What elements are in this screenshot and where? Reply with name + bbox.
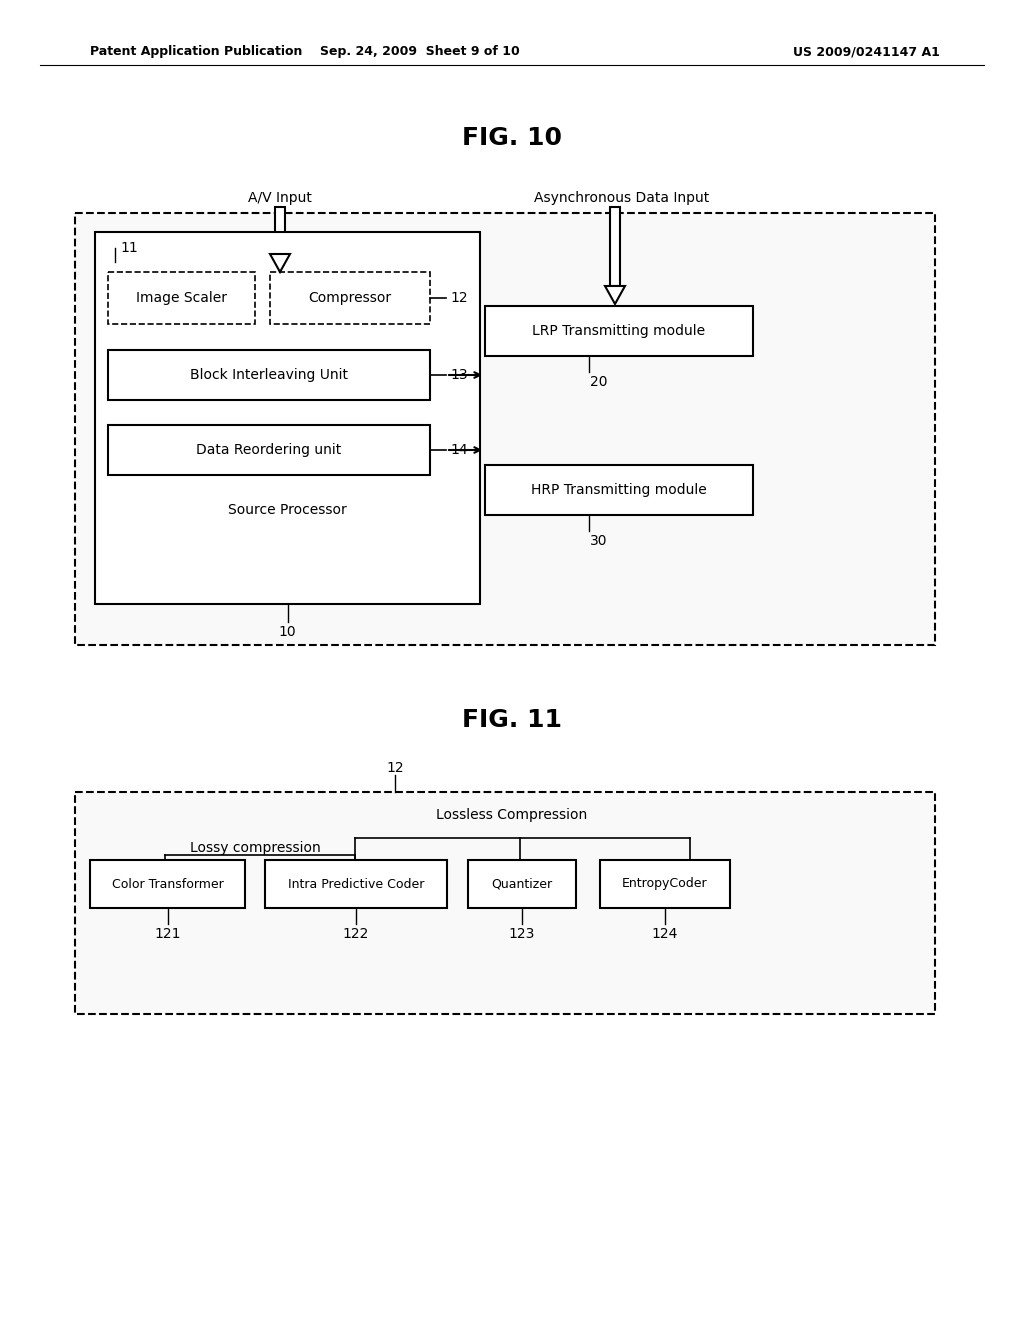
Text: Color Transformer: Color Transformer bbox=[112, 878, 223, 891]
Text: Data Reordering unit: Data Reordering unit bbox=[197, 444, 342, 457]
Text: HRP Transmitting module: HRP Transmitting module bbox=[531, 483, 707, 498]
Polygon shape bbox=[270, 253, 290, 272]
Bar bbox=[75, 213, 935, 645]
Bar bbox=[610, 207, 620, 286]
Text: FIG. 10: FIG. 10 bbox=[462, 125, 562, 150]
Text: US 2009/0241147 A1: US 2009/0241147 A1 bbox=[794, 45, 940, 58]
Text: 124: 124 bbox=[652, 927, 678, 941]
Bar bbox=[275, 207, 285, 253]
Bar bbox=[95, 232, 480, 605]
Text: Image Scaler: Image Scaler bbox=[136, 290, 227, 305]
Bar bbox=[270, 272, 430, 323]
Bar bbox=[90, 861, 245, 908]
Text: Lossless Compression: Lossless Compression bbox=[436, 808, 588, 822]
Text: EntropyCoder: EntropyCoder bbox=[623, 878, 708, 891]
Bar bbox=[108, 272, 255, 323]
Text: Source Processor: Source Processor bbox=[228, 503, 347, 517]
Text: 122: 122 bbox=[343, 927, 370, 941]
Text: Compressor: Compressor bbox=[308, 290, 391, 305]
Bar bbox=[485, 306, 753, 356]
Text: 10: 10 bbox=[279, 624, 296, 639]
Text: A/V Input: A/V Input bbox=[248, 191, 312, 205]
Text: Lossy compression: Lossy compression bbox=[189, 841, 321, 855]
Text: 13: 13 bbox=[450, 368, 468, 381]
Text: Block Interleaving Unit: Block Interleaving Unit bbox=[190, 368, 348, 381]
Text: FIG. 11: FIG. 11 bbox=[462, 708, 562, 733]
Text: Asynchronous Data Input: Asynchronous Data Input bbox=[535, 191, 710, 205]
Bar bbox=[265, 861, 447, 908]
Text: 12: 12 bbox=[386, 762, 403, 775]
Text: 11: 11 bbox=[120, 242, 138, 255]
Polygon shape bbox=[605, 286, 625, 304]
Bar bbox=[108, 350, 430, 400]
Bar bbox=[75, 792, 935, 1014]
Text: Sep. 24, 2009  Sheet 9 of 10: Sep. 24, 2009 Sheet 9 of 10 bbox=[321, 45, 520, 58]
Text: 12: 12 bbox=[450, 290, 468, 305]
Bar bbox=[468, 861, 575, 908]
Bar bbox=[485, 465, 753, 515]
Bar bbox=[108, 425, 430, 475]
Text: Quantizer: Quantizer bbox=[492, 878, 553, 891]
Text: 123: 123 bbox=[509, 927, 536, 941]
Text: 20: 20 bbox=[590, 375, 608, 389]
Text: LRP Transmitting module: LRP Transmitting module bbox=[532, 323, 706, 338]
Text: Patent Application Publication: Patent Application Publication bbox=[90, 45, 302, 58]
Bar bbox=[600, 861, 730, 908]
Text: 14: 14 bbox=[450, 444, 468, 457]
Text: Intra Predictive Coder: Intra Predictive Coder bbox=[288, 878, 424, 891]
Text: 30: 30 bbox=[590, 535, 608, 548]
Text: 121: 121 bbox=[155, 927, 181, 941]
